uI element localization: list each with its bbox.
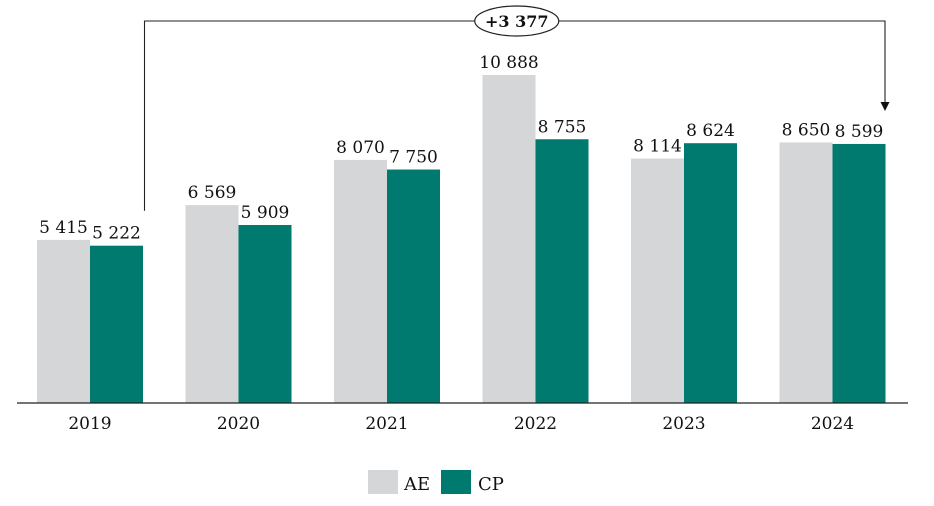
x-tick-2024: 2024	[811, 414, 854, 434]
data-label-ae-2020: 6 569	[188, 183, 237, 203]
legend-cp-swatch	[441, 470, 471, 494]
x-tick-2019: 2019	[68, 414, 111, 434]
bar-ae-2020	[185, 205, 239, 403]
bar-cp-2023	[684, 143, 737, 403]
bar-cp-2020	[238, 224, 292, 403]
bar-ae-2021	[334, 159, 387, 403]
x-tick-2022: 2022	[514, 414, 557, 434]
legend-cp-label: CP	[478, 474, 504, 495]
x-tick-2021: 2021	[365, 414, 408, 434]
bar-cp-2019	[90, 245, 143, 403]
bar-cp-2022	[535, 139, 589, 404]
data-label-ae-2023: 8 114	[633, 137, 682, 157]
bar-ae-2023	[631, 158, 684, 403]
annotation-label: +3 377	[485, 12, 549, 31]
bar-cp-2021	[387, 169, 440, 403]
x-tick-labels: 2019 2020 2021 2022 2023 2024	[68, 414, 854, 434]
data-label-cp-2021: 7 750	[389, 148, 438, 168]
x-tick-2020: 2020	[217, 414, 260, 434]
data-label-ae-2021: 8 070	[336, 138, 385, 158]
growth-annotation: +3 377	[143, 5, 890, 211]
legend: AE CP	[368, 470, 504, 495]
bar-ae-2019	[37, 239, 90, 403]
data-label-cp-2022: 8 755	[538, 117, 587, 137]
annotation-bubble	[474, 5, 560, 37]
data-label-ae-2024: 8 650	[782, 120, 831, 140]
data-label-ae-2022: 10 888	[479, 53, 538, 73]
x-tick-2023: 2023	[662, 414, 705, 434]
bar-ae-2024	[779, 142, 833, 403]
annotation-arrowhead	[880, 101, 890, 111]
bar-cp-2024	[832, 143, 886, 403]
data-label-ae-2019: 5 415	[39, 218, 88, 238]
data-label-cp-2020: 5 909	[241, 203, 290, 223]
data-label-cp-2019: 5 222	[92, 224, 141, 244]
data-label-cp-2023: 8 624	[686, 121, 735, 141]
legend-ae-label: AE	[403, 474, 430, 495]
bar-ae-2022	[482, 75, 536, 403]
legend-ae-swatch	[368, 470, 398, 494]
data-label-cp-2024: 8 599	[835, 122, 884, 142]
